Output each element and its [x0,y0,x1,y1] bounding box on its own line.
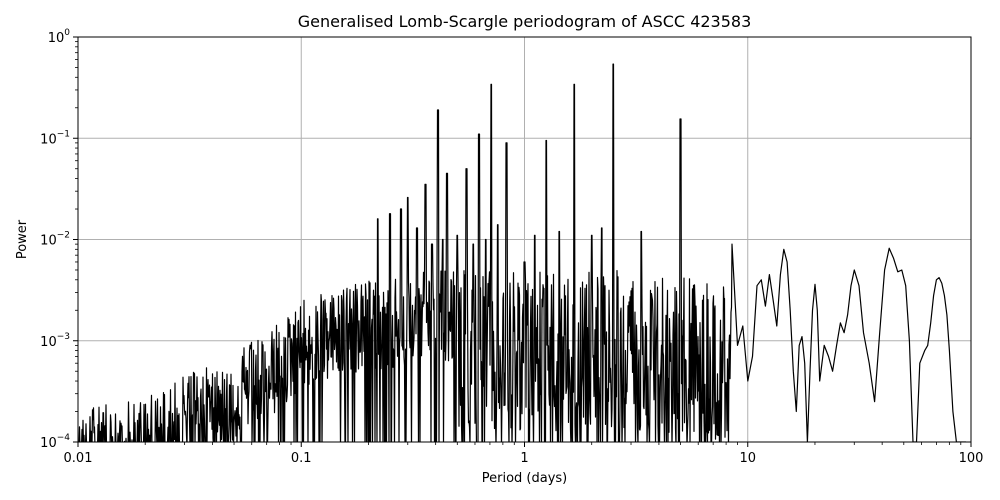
y-axis-label: Power [15,219,30,259]
y-tick-label: 10−2 [40,231,70,249]
chart-title: Generalised Lomb-Scargle periodogram of … [297,12,752,31]
y-axis-ticks: 100 10−1 10−2 10−3 10−4 [40,28,78,451]
x-axis-label: Period (days) [482,471,568,486]
x-tick-label: 0.1 [291,451,312,466]
y-tick-label: 10−4 [40,433,70,451]
x-tick-label: 0.01 [64,451,93,466]
y-tick-label: 10−3 [40,332,70,350]
y-tick-label: 100 [48,28,71,46]
y-tick-label: 10−1 [40,129,70,147]
x-tick-label: 10 [739,451,756,466]
grid-lines [78,37,971,442]
x-tick-label: 1 [520,451,528,466]
x-axis-ticks: 0.01 0.1 1 10 100 [64,442,984,466]
power-series-line [78,63,966,442]
x-tick-label: 100 [959,451,984,466]
